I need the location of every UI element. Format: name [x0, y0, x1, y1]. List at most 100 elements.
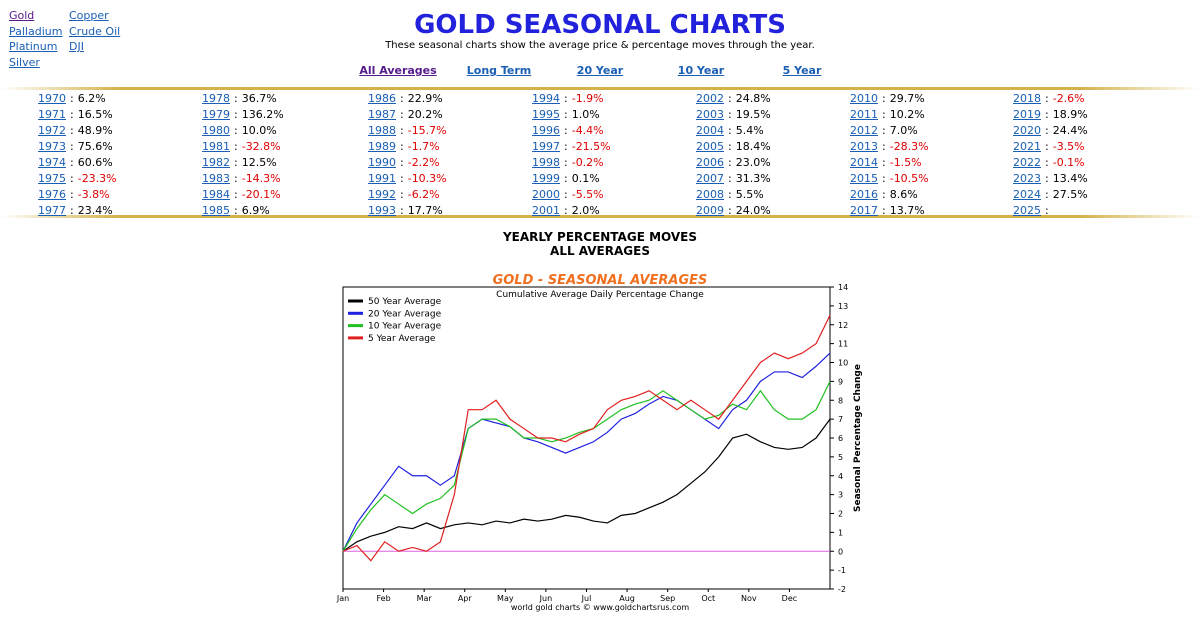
year-link[interactable]: 1973 — [38, 140, 66, 153]
year-link[interactable]: 2006 — [696, 156, 724, 169]
year-link[interactable]: 2003 — [696, 108, 724, 121]
year-link[interactable]: 2014 — [850, 156, 878, 169]
year-link[interactable]: 2010 — [850, 92, 878, 105]
year-link[interactable]: 2023 — [1013, 172, 1041, 185]
year-link[interactable]: 1991 — [368, 172, 396, 185]
tab-link[interactable]: Long Term — [466, 64, 532, 77]
year-link[interactable]: 2022 — [1013, 156, 1041, 169]
year-link[interactable]: 2015 — [850, 172, 878, 185]
year-link[interactable]: 1982 — [202, 156, 230, 169]
year-link[interactable]: 1992 — [368, 188, 396, 201]
year-link[interactable]: 1986 — [368, 92, 396, 105]
separator: : — [234, 108, 238, 121]
year-link[interactable]: 1990 — [368, 156, 396, 169]
year-cell: 1992: -6.2% — [368, 188, 440, 201]
year-cell: 1988: -15.7% — [368, 124, 447, 137]
year-link[interactable]: 1980 — [202, 124, 230, 137]
year-link[interactable]: 1994 — [532, 92, 560, 105]
nav-link[interactable]: Copper — [69, 9, 109, 22]
plot-frame — [342, 286, 831, 590]
tab-link[interactable]: 20 Year — [576, 64, 624, 77]
year-link[interactable]: 2009 — [696, 204, 724, 217]
year-link[interactable]: 2001 — [532, 204, 560, 217]
year-link[interactable]: 1988 — [368, 124, 396, 137]
year-change: -28.3% — [889, 140, 929, 153]
separator: : — [400, 124, 404, 137]
year-link[interactable]: 1972 — [38, 124, 66, 137]
year-link[interactable]: 2020 — [1013, 124, 1041, 137]
year-link[interactable]: 1981 — [202, 140, 230, 153]
year-link[interactable]: 1974 — [38, 156, 66, 169]
year-link[interactable]: 1993 — [368, 204, 396, 217]
nav-link[interactable]: Gold — [9, 9, 35, 22]
year-change: 16.5% — [77, 108, 113, 121]
chart-title: GOLD - SEASONAL AVERAGES — [493, 273, 708, 288]
year-cell: 1970:6.2% — [38, 92, 106, 105]
year-link[interactable]: 1997 — [532, 140, 560, 153]
year-link[interactable]: 2019 — [1013, 108, 1041, 121]
tab-link[interactable]: 10 Year — [677, 64, 725, 77]
year-link[interactable]: 1979 — [202, 108, 230, 121]
year-link[interactable]: 1978 — [202, 92, 230, 105]
x-tick-label: Apr — [458, 594, 473, 603]
separator: : — [1045, 124, 1049, 137]
year-change: -20.1% — [241, 188, 281, 201]
year-cell: 2011:10.2% — [850, 108, 925, 121]
separator: : — [70, 108, 74, 121]
separator: : — [728, 172, 732, 185]
separator: : — [882, 92, 886, 105]
tab-link[interactable]: 5 Year — [782, 64, 822, 77]
nav-link[interactable]: Crude Oil — [69, 24, 121, 38]
y-tick-label: 11 — [838, 340, 848, 349]
year-link[interactable]: 1975 — [38, 172, 66, 185]
year-cell: 1993:17.7% — [368, 204, 443, 217]
year-link[interactable]: 2000 — [532, 188, 560, 201]
year-link[interactable]: 2011 — [850, 108, 878, 121]
year-link[interactable]: 1984 — [202, 188, 230, 201]
year-change: -6.2% — [407, 188, 440, 201]
year-link[interactable]: 2024 — [1013, 188, 1041, 201]
nav-link[interactable]: Platinum — [9, 40, 58, 53]
year-link[interactable]: 1995 — [532, 108, 560, 121]
nav-link[interactable]: DJI — [69, 40, 84, 53]
separator: : — [882, 204, 886, 217]
year-link[interactable]: 2013 — [850, 140, 878, 153]
year-link[interactable]: 2021 — [1013, 140, 1041, 153]
year-link[interactable]: 1989 — [368, 140, 396, 153]
year-link[interactable]: 2025 — [1013, 204, 1041, 217]
divider — [0, 215, 1200, 218]
separator: : — [234, 92, 238, 105]
year-link[interactable]: 1998 — [532, 156, 560, 169]
nav-link[interactable]: Palladium — [9, 24, 63, 38]
tab-link[interactable]: All Averages — [359, 64, 437, 77]
year-link[interactable]: 2017 — [850, 204, 878, 217]
year-link[interactable]: 2008 — [696, 188, 724, 201]
nav-link[interactable]: Silver — [9, 55, 40, 69]
year-link[interactable]: 1971 — [38, 108, 66, 121]
separator: : — [1045, 108, 1049, 121]
year-link[interactable]: 2012 — [850, 124, 878, 137]
year-link[interactable]: 2004 — [696, 124, 724, 137]
y-tick-label: 5 — [838, 453, 843, 462]
year-cell: 1977:23.4% — [38, 204, 113, 217]
year-link[interactable]: 1999 — [532, 172, 560, 185]
year-cell: 1975: -23.3% — [38, 172, 117, 185]
year-link[interactable]: 1985 — [202, 204, 230, 217]
year-change: -2.2% — [407, 156, 440, 169]
year-link[interactable]: 1976 — [38, 188, 66, 201]
year-link[interactable]: 2016 — [850, 188, 878, 201]
year-link[interactable]: 1983 — [202, 172, 230, 185]
year-link[interactable]: 2002 — [696, 92, 724, 105]
year-change: -3.5% — [1052, 140, 1085, 153]
page-title: GOLD SEASONAL CHARTS — [414, 10, 786, 40]
year-link[interactable]: 1970 — [38, 92, 66, 105]
year-link[interactable]: 1977 — [38, 204, 66, 217]
year-link[interactable]: 1996 — [532, 124, 560, 137]
year-cell: 2008:5.5% — [696, 188, 764, 201]
year-link[interactable]: 2018 — [1013, 92, 1041, 105]
year-link[interactable]: 1987 — [368, 108, 396, 121]
year-link[interactable]: 2007 — [696, 172, 724, 185]
year-link[interactable]: 2005 — [696, 140, 724, 153]
year-cell: 2010:29.7% — [850, 92, 925, 105]
year-cell: 2012:7.0% — [850, 124, 918, 137]
